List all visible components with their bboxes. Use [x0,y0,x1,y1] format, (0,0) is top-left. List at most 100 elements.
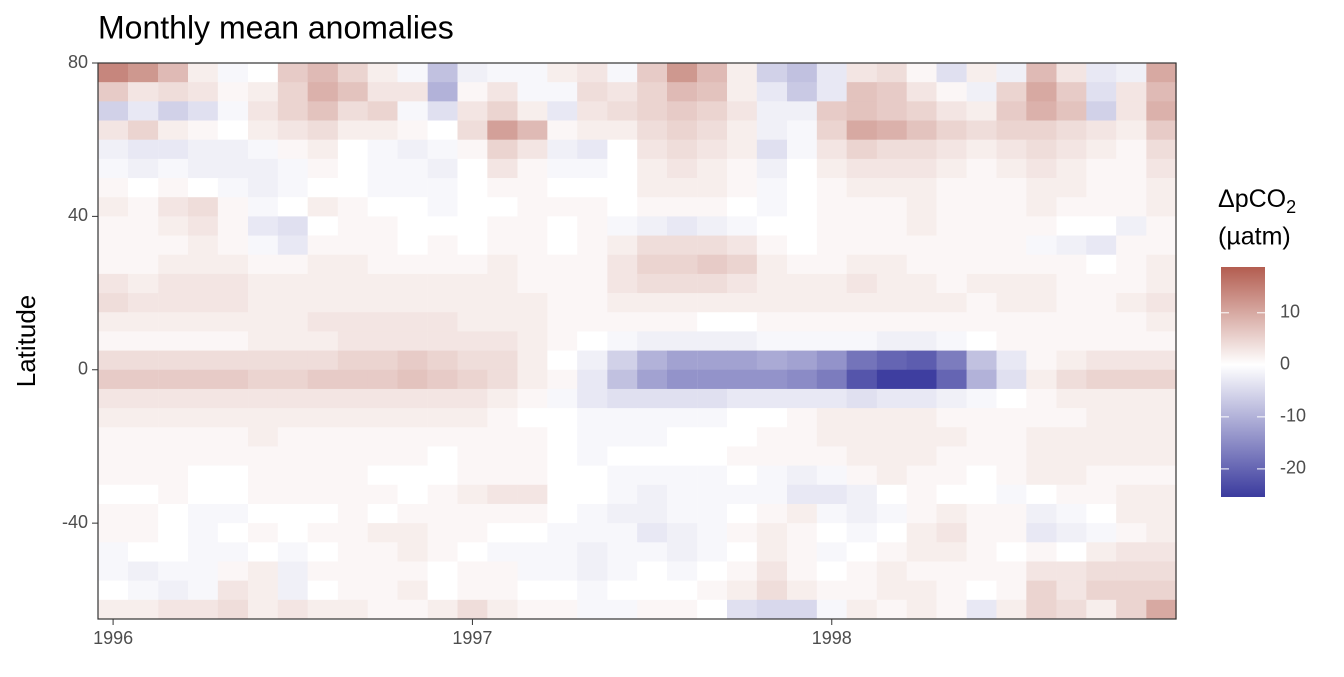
heat-cell [577,465,608,486]
heat-cell [277,523,309,543]
heat-cell [996,369,1027,390]
heat-cell [517,158,548,179]
heat-cell [248,523,279,543]
heat-cell [1116,388,1147,409]
heat-cell [217,197,249,217]
heat-cell [1146,158,1177,179]
heat-cell [128,446,159,467]
heat-cell [307,63,338,83]
heat-cell [188,254,219,275]
heat-cell [1116,312,1147,332]
heat-cell [457,63,488,83]
heat-cell [188,273,219,294]
heat-cell [158,446,189,467]
heat-cell [1146,369,1177,390]
heat-cell [487,254,518,275]
heat-cell [607,331,638,352]
heat-cell [1116,331,1147,352]
heat-cell [98,101,129,122]
heat-cell [846,503,877,524]
heat-cell [816,561,848,582]
heat-cell [607,580,638,601]
heat-cell [517,82,548,102]
heat-cell [457,580,488,601]
heat-cell [547,178,578,198]
heat-cell [727,446,758,467]
heat-cell [158,369,189,390]
heat-cell [846,580,877,601]
heat-cell [637,101,668,122]
heat-cell [1116,427,1147,447]
heat-cell [607,446,638,467]
heat-cell [457,427,488,447]
heat-cell [517,503,548,524]
heat-cell [787,408,818,428]
heat-cell [637,120,668,141]
heat-cell [846,120,877,141]
heat-cell [727,82,758,102]
heat-cell [337,178,369,198]
heat-cell [936,331,967,352]
heat-cell [906,446,938,467]
heat-cell [457,350,488,371]
heat-cell [547,465,578,486]
heat-cell [846,235,877,256]
heat-cell [427,388,459,409]
heat-cell [787,523,818,543]
heat-cell [427,350,459,371]
heat-cell [727,139,758,160]
heat-cell [547,561,578,582]
heat-cell [367,120,399,141]
heat-cell [307,542,338,562]
heat-cell [307,178,338,198]
heat-cell [727,561,758,582]
heat-cell [188,503,219,524]
heat-cell [1086,101,1117,122]
heat-cell [547,599,578,620]
heat-cell [577,350,608,371]
heat-cell [188,331,219,352]
heat-cell [577,484,608,505]
heat-cell [248,446,279,467]
heat-cell [846,465,877,486]
heat-cell [1146,523,1177,543]
heat-cell [906,369,938,390]
heat-cell [816,254,848,275]
heat-cell [188,197,219,217]
heat-cell [307,465,338,486]
heat-cell [1056,331,1087,352]
heat-cell [98,254,129,275]
heat-cell [697,465,728,486]
heat-cell [816,542,848,562]
heat-cell [966,254,998,275]
heat-cell [367,331,399,352]
heat-cell [188,120,219,141]
heat-cell [128,101,159,122]
heat-cell [517,63,548,83]
heat-cell [188,561,219,582]
heat-cell [667,120,698,141]
heat-cell [816,369,848,390]
heat-cell [637,63,668,83]
heat-cell [1146,254,1177,275]
heat-cell [128,388,159,409]
heat-cell [277,273,309,294]
heat-cell [637,82,668,102]
heat-cell [188,580,219,601]
heat-cell [217,484,249,505]
heat-cell [98,178,129,198]
heat-cell [1056,312,1087,332]
heat-cell [846,273,877,294]
heat-cell [996,580,1027,601]
heat-cell [98,273,129,294]
heat-cell [158,350,189,371]
heat-cell [427,235,459,256]
heat-cell [816,139,848,160]
heat-cell [98,293,129,313]
heat-cell [727,197,758,217]
heat-cell [158,561,189,582]
heat-cell [188,465,219,486]
heat-cell [637,254,668,275]
heat-cell [667,178,698,198]
heat-cell [787,599,818,620]
